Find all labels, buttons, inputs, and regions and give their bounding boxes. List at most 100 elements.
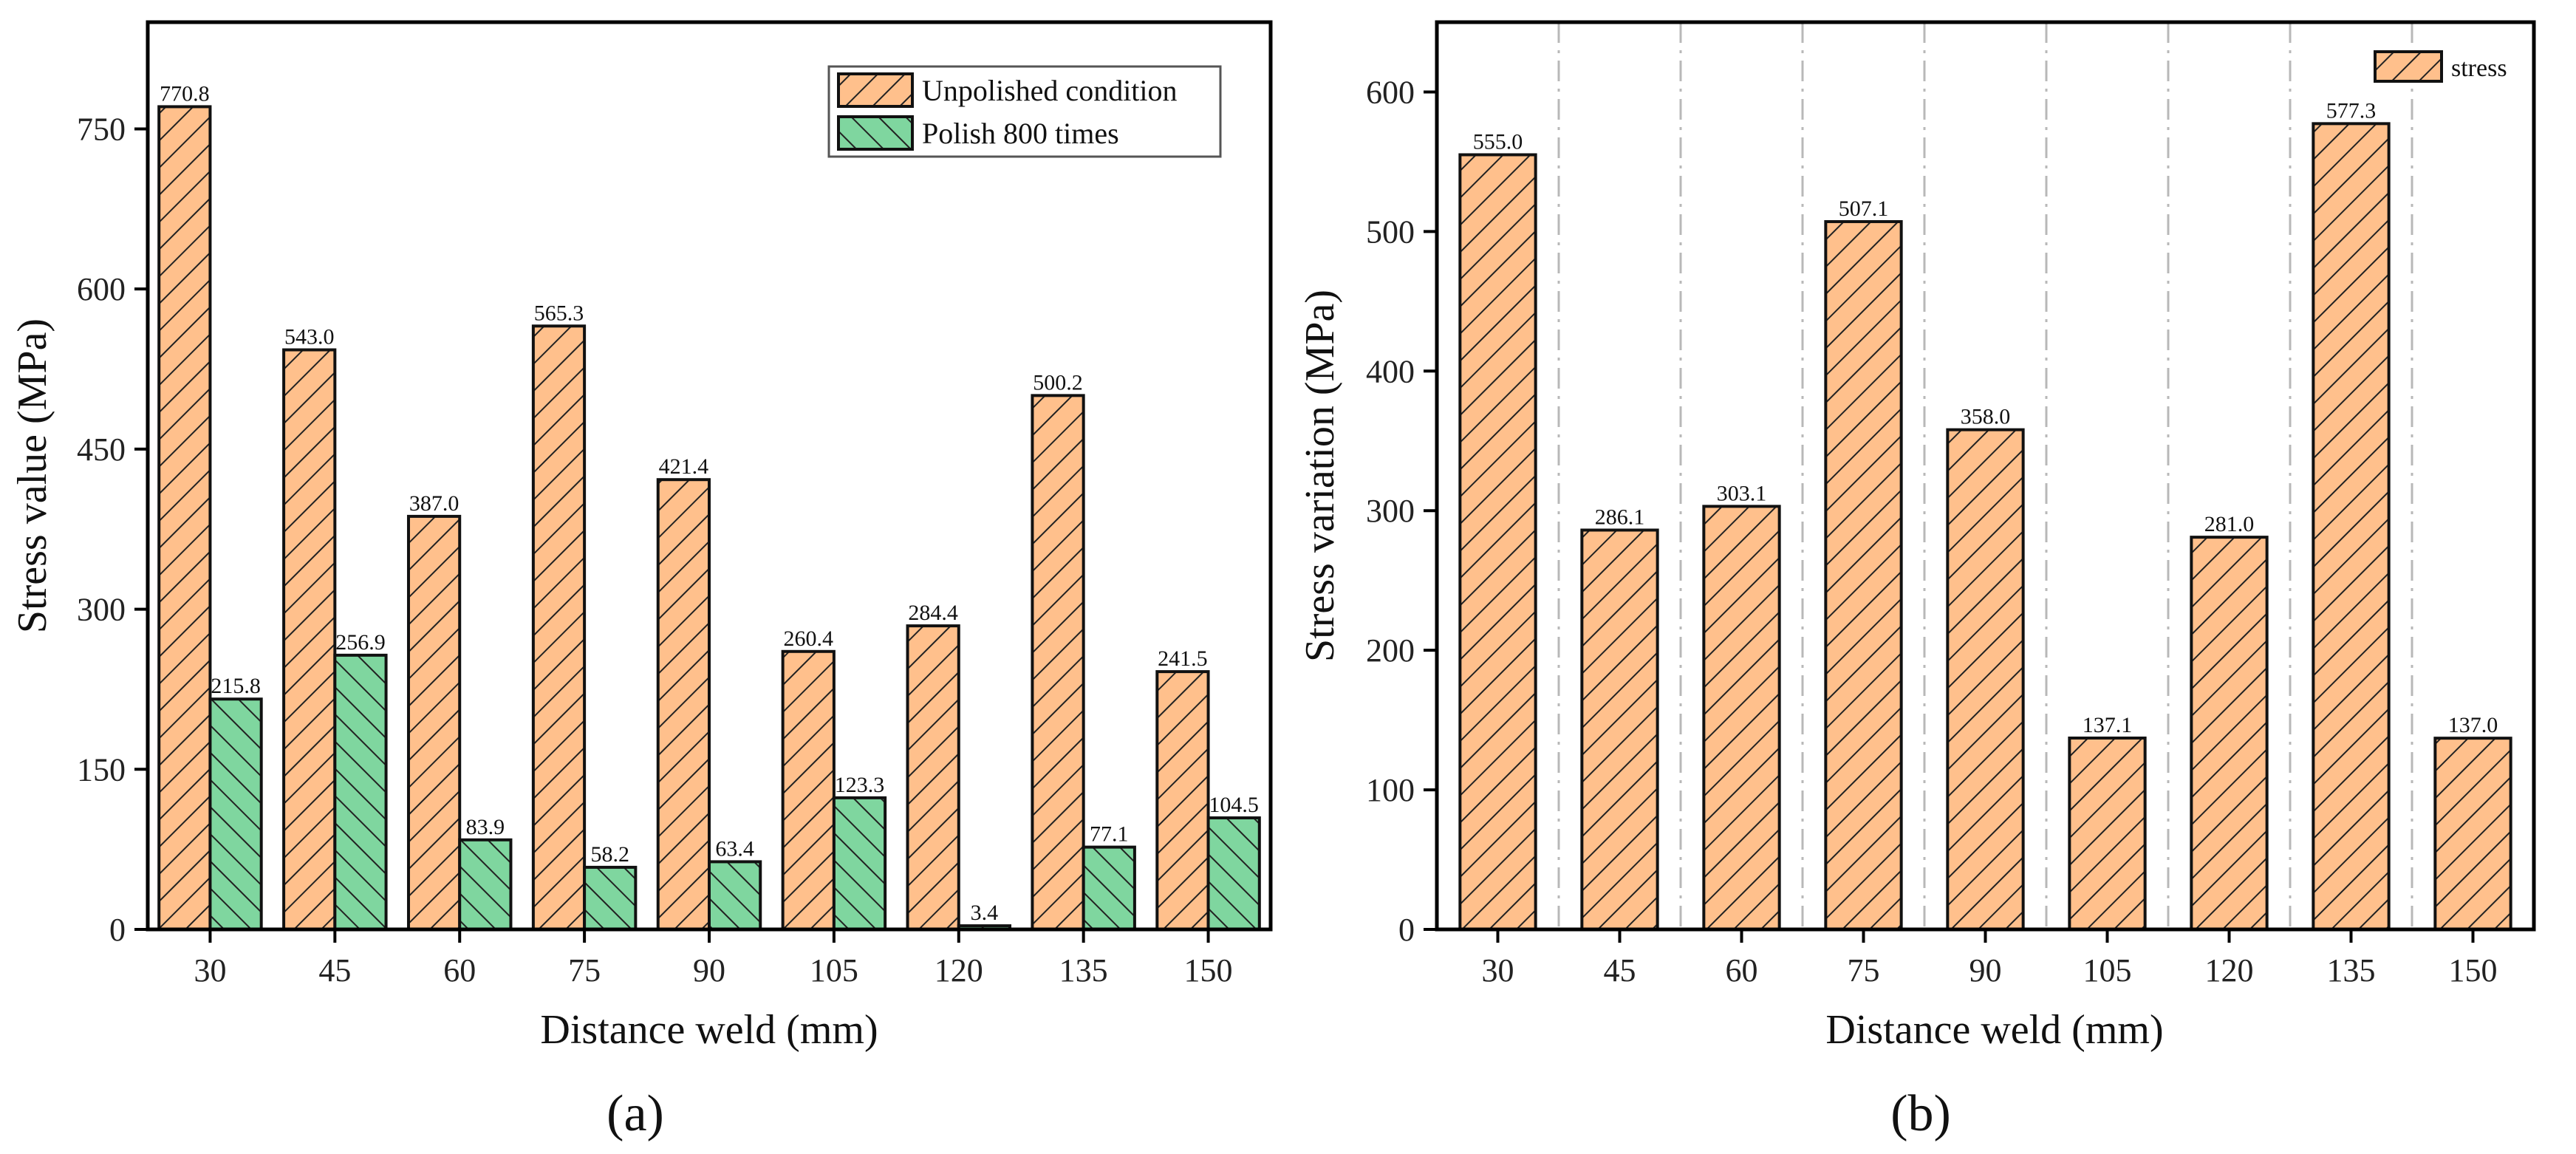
chart-a-data-label: 123.3: [835, 773, 885, 797]
chart-b-x-tick-label: 45: [1604, 952, 1636, 989]
chart-a-bar-s1: [656, 478, 711, 931]
chart-a: 770.8 543.0 387.0 565.3 421.4 260.4 284.4 500.2…: [10, 20, 1273, 1142]
chart-a-x-tick-label: 75: [568, 952, 601, 989]
chart-b-data-label: 281.0: [2204, 512, 2255, 536]
chart-a-x-tick-label: 60: [443, 952, 476, 989]
chart-b-bar-s1: [2312, 122, 2391, 932]
chart-a-x-tick-label: 105: [810, 952, 858, 989]
chart-a-data-label: 58.2: [590, 842, 629, 867]
chart-a-bar-s2: [208, 697, 263, 931]
chart-b-y-tick-label: 100: [1366, 772, 1415, 808]
chart-a-x-tick-label: 120: [935, 952, 983, 989]
chart-b-x-tick-label: 135: [2327, 952, 2376, 989]
chart-b-caption: (b): [1890, 1085, 1951, 1142]
chart-a-x-tick-label: 45: [318, 952, 351, 989]
chart-a-bar-s1: [781, 649, 836, 931]
chart-a-data-label: 241.5: [1158, 646, 1208, 671]
chart-b-x-tick-label: 105: [2083, 952, 2132, 989]
chart-a-bar-s2: [333, 653, 388, 931]
chart-a-legend: Unpolished condition Polish 800 times: [827, 65, 1222, 158]
chart-b-bar-s1: [2190, 536, 2269, 931]
chart-b-y-tick-label: 200: [1366, 632, 1415, 669]
chart-a-data-label: 3.4: [971, 901, 999, 925]
chart-b-y-tick-label: 500: [1366, 214, 1415, 250]
legend-swatch-unpolished: [837, 72, 914, 108]
chart-a-data-label: 83.9: [466, 815, 505, 839]
chart-a-x-tick-label: 30: [194, 952, 226, 989]
chart-b-x-tick-label: 30: [1482, 952, 1514, 989]
chart-a-data-labels: 770.8 543.0 387.0 565.3 421.4 260.4 284.4 500.2…: [160, 81, 1259, 925]
chart-b-y-axis-title: Stress variation (MPa): [1297, 290, 1343, 662]
chart-a-bar-s1: [157, 105, 212, 932]
chart-a-bar-s1: [406, 514, 462, 931]
chart-a-bar-s2: [832, 796, 887, 932]
legend-swatch-stress: [2374, 50, 2443, 83]
chart-a-data-label: 387.0: [409, 491, 459, 516]
chart-b-x-tick-label: 90: [1969, 952, 2002, 989]
chart-b-bar-s1: [1702, 505, 1781, 931]
chart-b-bars: [1458, 122, 2512, 932]
chart-b-y-tick-label: 400: [1366, 353, 1415, 389]
chart-a-bars: [157, 105, 1261, 932]
chart-a-bar-s1: [531, 324, 587, 932]
chart-a-data-label: 256.9: [335, 630, 386, 655]
chart-b-data-labels: 555.0 286.1 303.1 507.1 358.0 137.1 281.0 577.3…: [1473, 98, 2498, 737]
chart-b-x-tick-label: 75: [1848, 952, 1880, 989]
chart-b-y-tick-label: 0: [1398, 912, 1415, 948]
chart-b: 555.0 286.1 303.1 507.1 358.0 137.1 281.0 577.3…: [1297, 20, 2536, 1142]
chart-a-x-tick-label: 90: [693, 952, 725, 989]
chart-a-data-label: 260.4: [784, 626, 834, 651]
chart-b-bar-s1: [1946, 428, 2025, 931]
chart-a-bar-s2: [708, 860, 762, 931]
chart-a-data-label: 215.8: [211, 674, 261, 698]
chart-b-bar-s1: [1824, 219, 1903, 931]
chart-b-data-label: 286.1: [1595, 505, 1645, 529]
chart-b-bar-s1: [2433, 737, 2512, 932]
chart-a-bar-s2: [583, 865, 638, 931]
chart-b-x-axis-title: Distance weld (mm): [1825, 1007, 2163, 1053]
chart-b-data-label: 358.0: [1961, 405, 2011, 429]
chart-a-x-tick-label: 135: [1059, 952, 1108, 989]
chart-a-bar-s1: [906, 624, 960, 932]
legend-label-unpolished: Unpolished condition: [922, 74, 1178, 107]
chart-a-data-label: 77.1: [1090, 822, 1129, 847]
chart-a-y-tick-label: 150: [77, 751, 126, 788]
legend-label-stress: stress: [2451, 55, 2507, 82]
chart-b-data-label: 137.0: [2448, 713, 2498, 737]
chart-a-bar-s2: [458, 838, 513, 932]
chart-a-data-label: 770.8: [160, 81, 210, 106]
chart-a-data-label: 104.5: [1209, 793, 1259, 817]
chart-a-y-tick-label: 450: [77, 431, 126, 468]
chart-b-ticks: 0 100 200 300 400 500 600 30 45 60 75 90 105 120 135 15…: [1366, 74, 2498, 989]
chart-a-data-label: 63.4: [715, 836, 754, 861]
legend-swatch-polish: [837, 115, 914, 151]
chart-b-data-label: 137.1: [2083, 713, 2133, 737]
chart-b-x-tick-label: 60: [1726, 952, 1758, 989]
chart-a-bar-s1: [282, 348, 337, 931]
chart-b-legend: stress: [2374, 50, 2507, 83]
chart-a-data-label: 565.3: [534, 301, 584, 325]
chart-a-data-label: 421.4: [659, 454, 709, 479]
chart-b-bar-s1: [1458, 153, 1537, 931]
chart-a-y-tick-label: 750: [77, 111, 126, 147]
chart-a-data-label: 543.0: [284, 325, 335, 349]
chart-a-ticks: 0 150 300 450 600 750 30 45 60 75 90 105 120 135 150: [77, 111, 1233, 989]
chart-b-data-label: 507.1: [1839, 197, 1889, 221]
chart-b-x-tick-label: 150: [2449, 952, 2498, 989]
chart-a-bar-s2: [1082, 845, 1136, 931]
chart-a-bar-s1: [1031, 394, 1085, 931]
chart-a-y-tick-label: 0: [109, 912, 126, 948]
chart-b-y-tick-label: 300: [1366, 493, 1415, 529]
chart-a-data-label: 284.4: [908, 601, 958, 625]
chart-a-data-label: 500.2: [1033, 370, 1083, 395]
chart-b-bar-s1: [1580, 528, 1659, 931]
chart-b-data-label: 303.1: [1717, 481, 1767, 505]
chart-b-x-tick-label: 120: [2205, 952, 2254, 989]
chart-b-data-label: 577.3: [2326, 98, 2377, 123]
chart-a-y-tick-label: 300: [77, 592, 126, 628]
legend-label-polish: Polish 800 times: [922, 117, 1119, 150]
chart-a-y-tick-label: 600: [77, 271, 126, 307]
chart-a-y-axis-title: Stress value (MPa): [10, 318, 55, 633]
chart-a-bar-s2: [1206, 816, 1261, 931]
